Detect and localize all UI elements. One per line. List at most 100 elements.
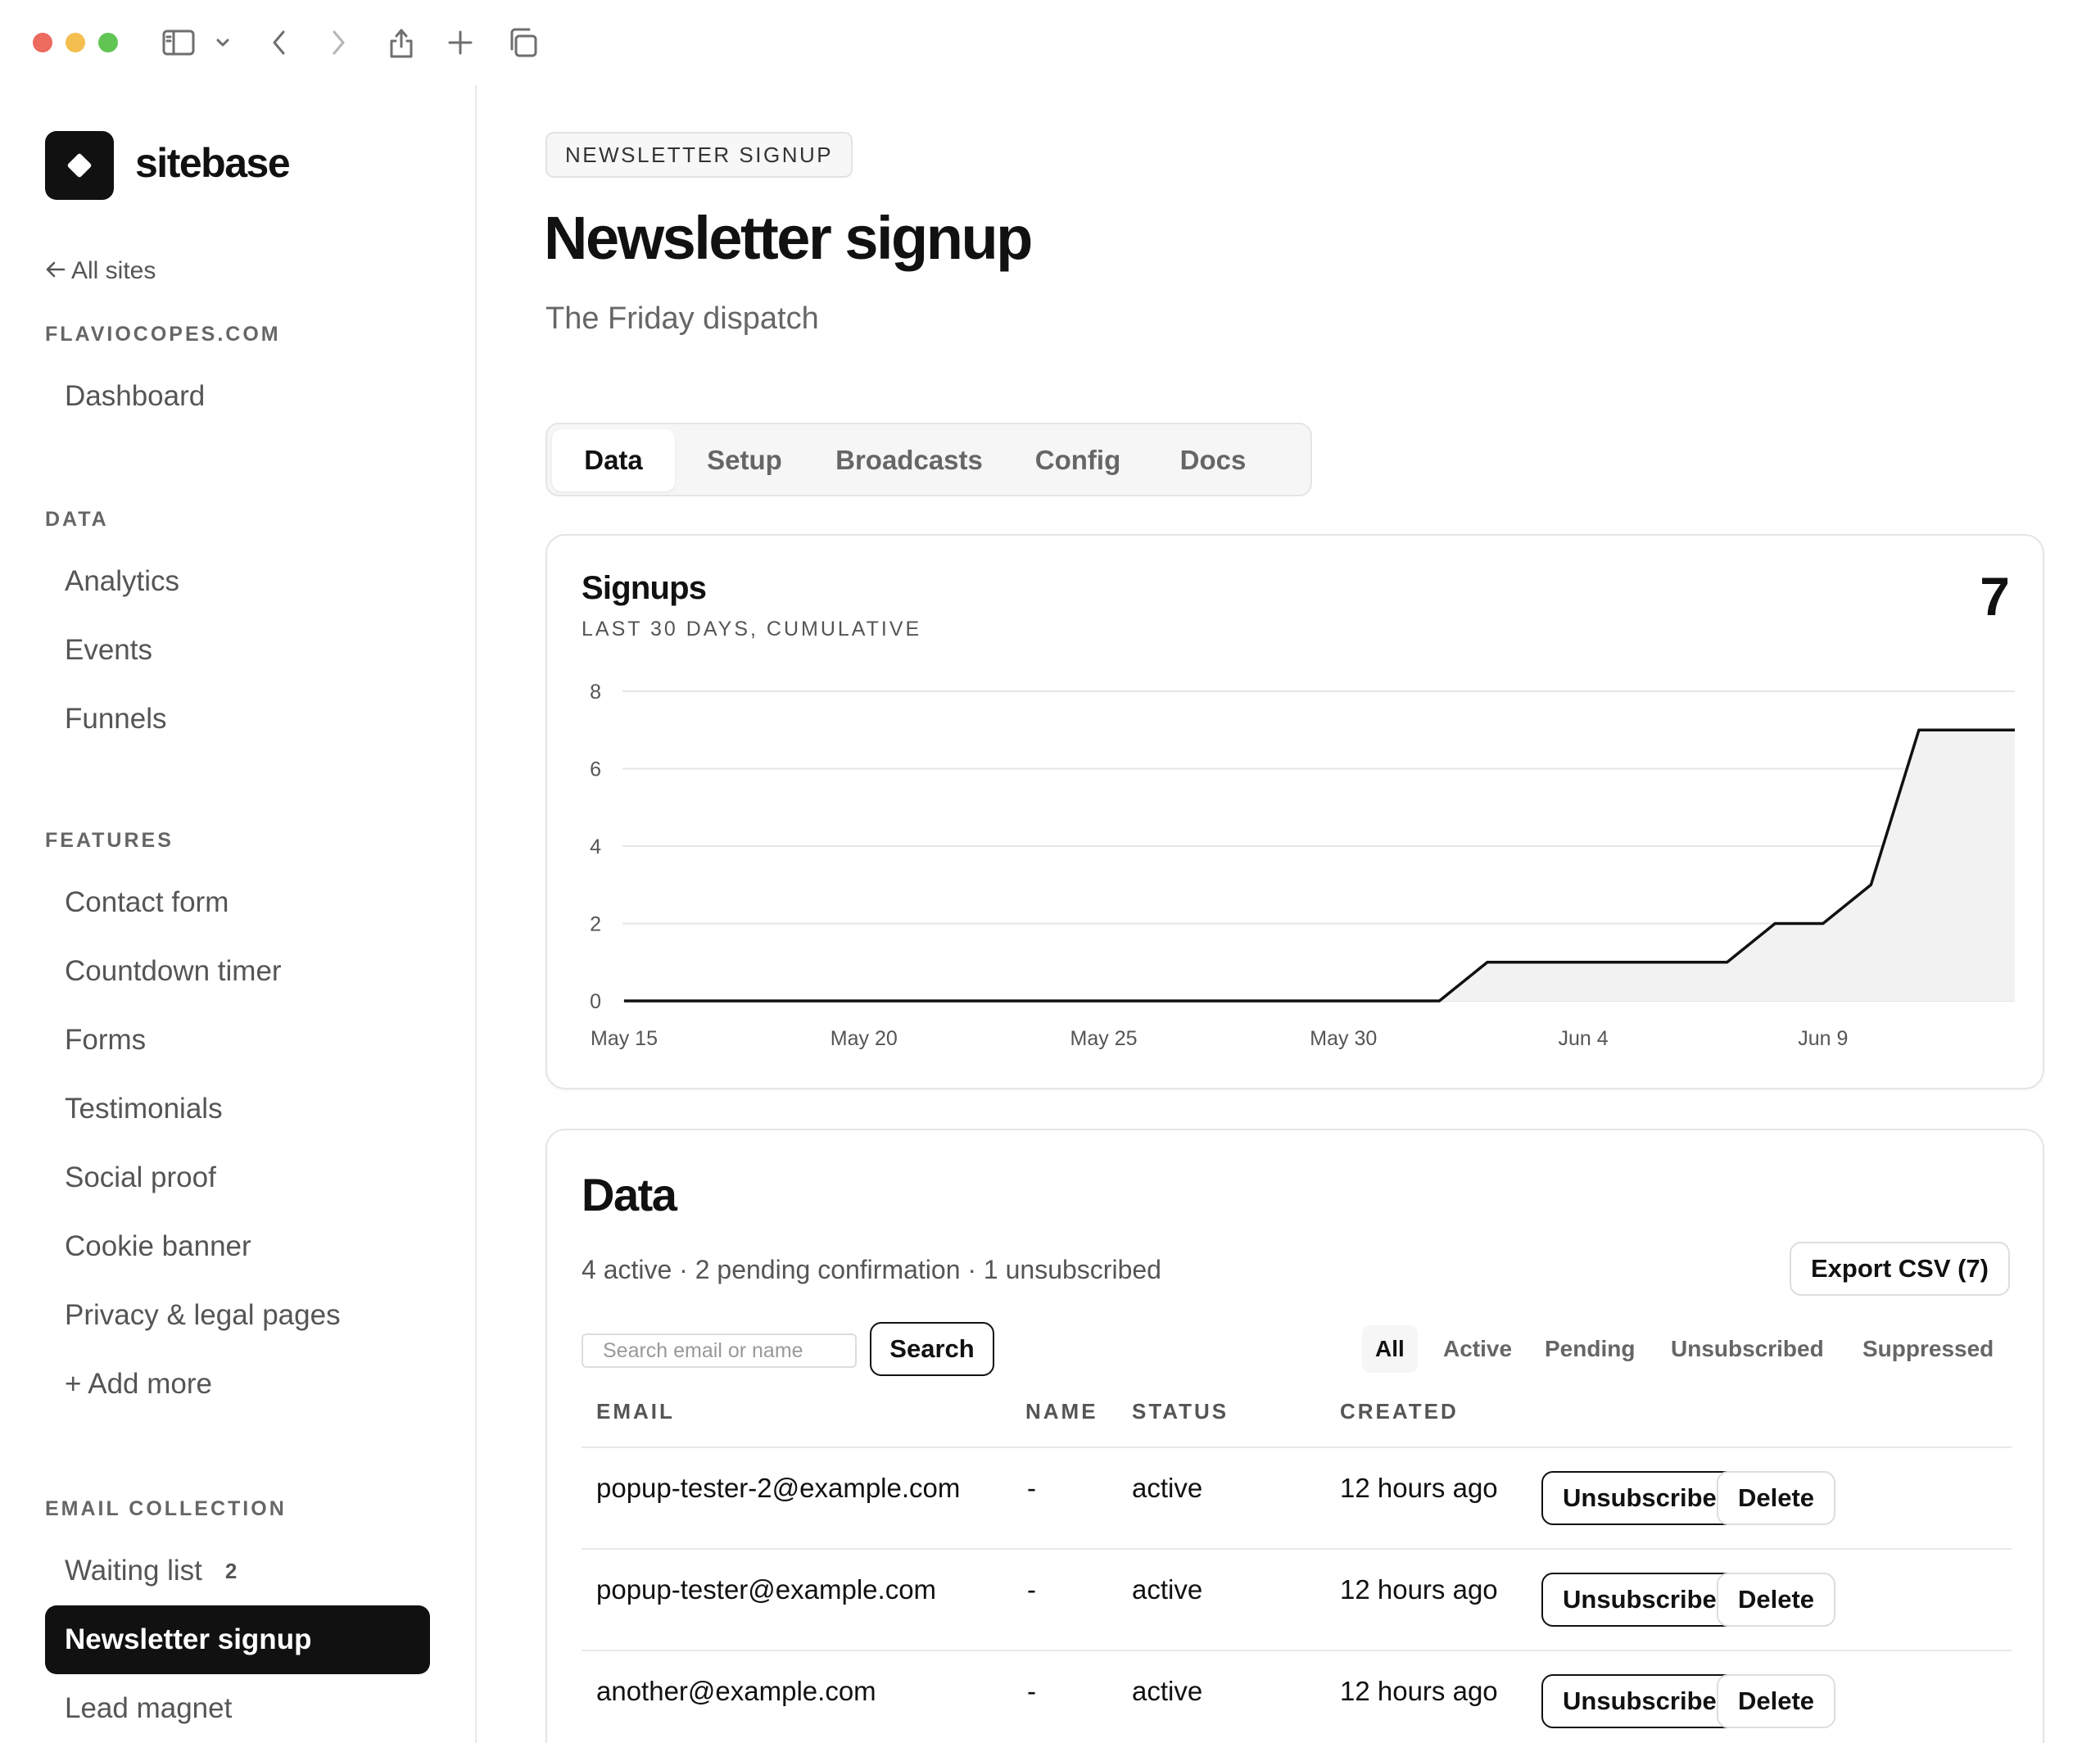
signups-chart-card: Signups LAST 30 DAYS, CUMULATIVE 7 0 2 4 6 8… — [545, 534, 2044, 1089]
export-csv-button[interactable]: Export CSV (7) — [1789, 1242, 2010, 1296]
sidebar-toggle-icon[interactable] — [161, 25, 197, 61]
close-window-button[interactable] — [33, 33, 52, 52]
data-card: Data 4 active · 2 pending confirmation ·… — [545, 1129, 2044, 1743]
x-tick-label: May 15 — [591, 1027, 658, 1050]
zoom-window-button[interactable] — [98, 33, 118, 52]
created-cell: 12 hours ago — [1340, 1676, 1498, 1706]
x-tick-label: Jun 9 — [1798, 1027, 1848, 1050]
column-header-name: NAME — [1025, 1399, 1098, 1424]
y-tick-label: 2 — [590, 913, 601, 936]
tab-broadcasts[interactable]: Broadcasts — [835, 445, 983, 475]
y-tick-label: 4 — [590, 835, 601, 858]
data-section-label: DATA — [45, 508, 109, 531]
tab-data[interactable]: Data — [552, 429, 675, 491]
sidebar-item-dashboard[interactable]: Dashboard — [65, 380, 206, 412]
features-section-label: FEATURES — [45, 829, 174, 852]
chevron-down-icon[interactable] — [213, 25, 233, 61]
site-label: FLAVIOCOPES.COM — [45, 323, 281, 346]
breadcrumb: NEWSLETTER SIGNUP — [545, 132, 853, 178]
sidebar-item-lead-magnet[interactable]: Lead magnet — [65, 1692, 233, 1724]
table-row: popup-tester@example.com - active 12 hou… — [582, 1548, 2012, 1650]
table-row: popup-tester-2@example.com - active 12 h… — [582, 1446, 2012, 1548]
unsubscribe-button[interactable]: Unsubscribe — [1541, 1471, 1738, 1525]
brand-name[interactable]: sitebase — [135, 140, 291, 186]
created-cell: 12 hours ago — [1340, 1574, 1498, 1605]
name-cell: - — [1027, 1676, 1036, 1706]
unsubscribe-button[interactable]: Unsubscribe — [1541, 1573, 1738, 1627]
created-cell: 12 hours ago — [1340, 1473, 1498, 1503]
tab-config[interactable]: Config — [1034, 445, 1121, 475]
delete-button[interactable]: Delete — [1717, 1471, 1836, 1525]
logo-icon[interactable] — [45, 131, 114, 200]
sidebar-item-add-more[interactable]: + Add more — [65, 1368, 212, 1400]
status-cell: active — [1132, 1574, 1203, 1605]
delete-button[interactable]: Delete — [1717, 1674, 1836, 1728]
sidebar-item-contact-form[interactable]: Contact form — [65, 886, 229, 918]
email-cell: popup-tester-2@example.com — [596, 1473, 961, 1503]
column-header-email: EMAIL — [596, 1399, 675, 1424]
new-tab-icon[interactable] — [446, 25, 475, 61]
filter-pending[interactable]: Pending — [1545, 1336, 1636, 1361]
page-title: Newsletter signup — [544, 204, 1033, 272]
chart-subtitle: LAST 30 DAYS, CUMULATIVE — [582, 618, 922, 641]
x-tick-label: Jun 4 — [1558, 1027, 1608, 1050]
all-sites-label: All sites — [71, 257, 156, 284]
status-cell: active — [1132, 1473, 1203, 1503]
status-cell: active — [1132, 1676, 1203, 1706]
sidebar-item-newsletter-signup[interactable]: Newsletter signup — [45, 1605, 430, 1674]
email-collection-section-label: EMAIL COLLECTION — [45, 1497, 287, 1520]
sidebar-item-analytics[interactable]: Analytics — [65, 565, 180, 597]
search-button[interactable]: Search — [870, 1322, 994, 1376]
sidebar-item-social-proof[interactable]: Social proof — [65, 1161, 216, 1193]
name-cell: - — [1027, 1473, 1036, 1503]
table-row: another@example.com - active 12 hours ag… — [582, 1650, 2012, 1743]
signups-line — [624, 728, 2015, 1003]
filter-all[interactable]: All — [1362, 1325, 1418, 1373]
email-cell: popup-tester@example.com — [596, 1574, 937, 1605]
y-tick-label: 8 — [590, 681, 601, 704]
sidebar: sitebase All sites FLAVIOCOPES.COM Dashb… — [0, 85, 477, 1743]
x-tick-label: May 20 — [830, 1027, 898, 1050]
y-tick-label: 0 — [590, 990, 601, 1013]
sidebar-item-testimonials[interactable]: Testimonials — [65, 1093, 223, 1125]
arrow-left-icon — [45, 257, 66, 285]
unsubscribe-button[interactable]: Unsubscribe — [1541, 1674, 1738, 1728]
sidebar-item-privacy-legal[interactable]: Privacy & legal pages — [65, 1299, 341, 1331]
x-tick-label: May 25 — [1070, 1027, 1138, 1050]
sidebar-item-forms[interactable]: Forms — [65, 1024, 147, 1056]
filter-unsubscribed[interactable]: Unsubscribed — [1671, 1336, 1824, 1361]
x-tick-label: May 30 — [1310, 1027, 1377, 1050]
data-title: Data — [582, 1169, 677, 1220]
name-cell: - — [1027, 1574, 1036, 1605]
email-cell: another@example.com — [596, 1676, 876, 1706]
count-badge: 2 — [224, 1558, 238, 1583]
page-subtitle: The Friday dispatch — [545, 301, 819, 336]
all-sites-link[interactable]: All sites — [45, 257, 156, 285]
tab-docs[interactable]: Docs — [1179, 445, 1247, 475]
filter-suppressed[interactable]: Suppressed — [1862, 1336, 1994, 1361]
column-header-status: STATUS — [1132, 1399, 1229, 1424]
sidebar-item-label: Waiting list — [65, 1555, 202, 1587]
delete-button[interactable]: Delete — [1717, 1573, 1836, 1627]
signups-chart: 0 2 4 6 8 May 15 May 20 May 25 May 30 Jun 4 Jun 9 — [590, 681, 2015, 1050]
forward-icon[interactable] — [326, 25, 351, 61]
share-icon[interactable] — [385, 25, 418, 61]
sidebar-item-countdown-timer[interactable]: Countdown timer — [65, 955, 282, 987]
signups-area — [624, 730, 2015, 1001]
signups-total: 7 — [1980, 566, 2010, 627]
filter-active[interactable]: Active — [1443, 1336, 1513, 1361]
column-header-created: CREATED — [1340, 1399, 1459, 1424]
chart-title: Signups — [582, 570, 707, 606]
tab-bar: Data Setup Broadcasts Config Docs — [545, 423, 1312, 496]
sidebar-item-funnels[interactable]: Funnels — [65, 703, 167, 735]
search-input[interactable] — [582, 1333, 857, 1368]
data-summary: 4 active · 2 pending confirmation · 1 un… — [582, 1255, 1161, 1284]
sidebar-item-waiting-list[interactable]: Waiting list 2 — [45, 1537, 430, 1605]
tab-overview-icon[interactable] — [506, 25, 539, 61]
back-icon[interactable] — [267, 25, 292, 61]
tab-setup[interactable]: Setup — [707, 445, 782, 475]
sidebar-item-cookie-banner[interactable]: Cookie banner — [65, 1230, 251, 1262]
y-tick-label: 6 — [590, 758, 601, 781]
minimize-window-button[interactable] — [66, 33, 85, 52]
sidebar-item-events[interactable]: Events — [65, 634, 152, 666]
